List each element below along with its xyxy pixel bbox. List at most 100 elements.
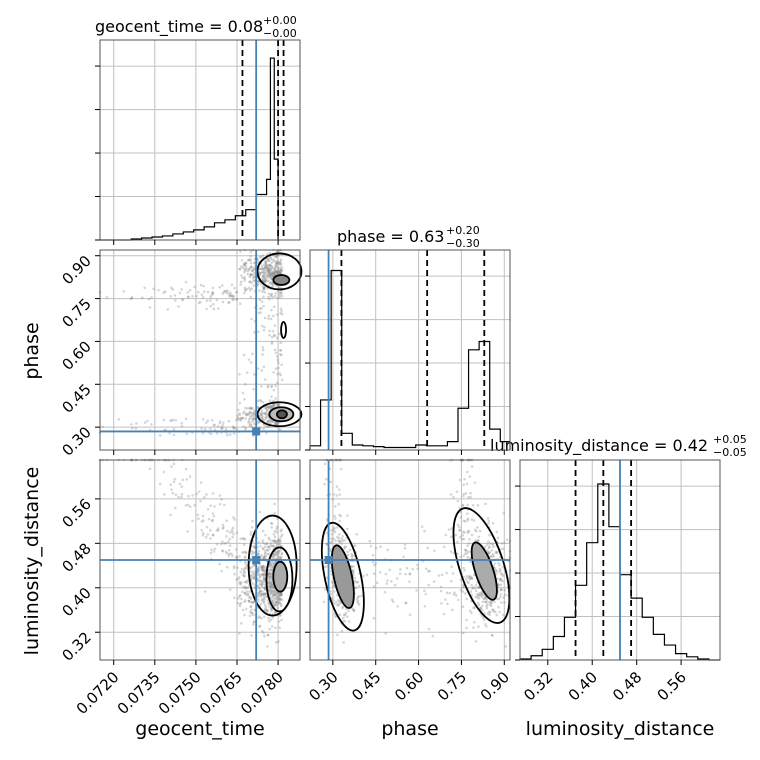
scatter-geocent-time-vs-luminosity-distance-point-489 xyxy=(243,580,247,584)
scatter-geocent-time-vs-phase-point-368 xyxy=(171,288,175,291)
scatter-phase-vs-luminosity-distance-point-481 xyxy=(473,481,477,484)
scatter-phase-vs-luminosity-distance-point-715 xyxy=(330,528,333,532)
scatter-geocent-time-vs-phase-point-680 xyxy=(253,409,256,413)
scatter-geocent-time-vs-luminosity-distance-point-236 xyxy=(272,562,276,565)
scatter-geocent-time-vs-phase-point-339 xyxy=(248,258,252,262)
scatter-phase-vs-luminosity-distance-point-514 xyxy=(378,570,382,574)
scatter-phase-vs-luminosity-distance-point-340 xyxy=(338,493,342,496)
scatter-geocent-time-vs-luminosity-distance-point-873 xyxy=(258,582,261,586)
scatter-geocent-time-vs-phase-point-233 xyxy=(252,411,255,415)
scatter-phase-vs-luminosity-distance-point-396 xyxy=(462,483,465,487)
scatter-geocent-time-vs-phase-point-779 xyxy=(251,420,254,424)
scatter-geocent-time-vs-phase-point-496 xyxy=(267,267,271,271)
scatter-geocent-time-vs-luminosity-distance-point-742 xyxy=(272,552,276,556)
scatter-geocent-time-vs-phase-point-513 xyxy=(249,361,253,364)
scatter-geocent-time-vs-luminosity-distance-point-154 xyxy=(258,586,261,589)
scatter-geocent-time-vs-phase-point-716 xyxy=(279,428,282,431)
scatter-phase-vs-luminosity-distance-point-163 xyxy=(467,550,471,553)
scatter-geocent-time-vs-luminosity-distance-point-20 xyxy=(272,593,275,597)
scatter-geocent-time-vs-luminosity-distance-point-31 xyxy=(265,548,269,552)
scatter-geocent-time-vs-phase-point-369 xyxy=(277,332,281,336)
scatter-geocent-time-vs-luminosity-distance-point-372 xyxy=(273,540,277,544)
scatter-geocent-time-vs-phase-point-616 xyxy=(241,416,244,420)
scatter-geocent-time-vs-phase-contour-outer-low xyxy=(256,401,303,428)
scatter-geocent-time-vs-phase-point-879 xyxy=(152,287,155,291)
scatter-geocent-time-vs-phase-point-596 xyxy=(268,407,271,411)
scatter-phase-vs-luminosity-distance-point-296 xyxy=(439,589,443,593)
scatter-phase-vs-luminosity-distance-point-802 xyxy=(426,546,430,550)
scatter-geocent-time-vs-luminosity-distance-point-120 xyxy=(270,585,273,589)
scatter-geocent-time-vs-phase-point-851 xyxy=(266,270,269,274)
scatter-phase-vs-luminosity-distance-point-168 xyxy=(451,608,454,612)
scatter-geocent-time-vs-phase-point-737 xyxy=(264,262,268,265)
scatter-geocent-time-vs-luminosity-distance-point-486 xyxy=(265,542,269,545)
scatter-geocent-time-vs-luminosity-distance-point-92 xyxy=(226,529,229,533)
scatter-geocent-time-vs-luminosity-distance-point-781 xyxy=(276,553,280,557)
scatter-geocent-time-vs-phase-point-865 xyxy=(260,265,264,268)
scatter-geocent-time-vs-luminosity-distance-point-508 xyxy=(199,499,202,503)
scatter-geocent-time-vs-phase-point-44 xyxy=(233,426,236,429)
scatter-geocent-time-vs-phase-point-537 xyxy=(258,298,262,301)
scatter-phase-vs-luminosity-distance-point-845 xyxy=(499,588,503,592)
scatter-geocent-time-vs-phase-point-410 xyxy=(250,407,254,410)
scatter-phase-vs-luminosity-distance-point-79 xyxy=(333,612,336,616)
xlabel-geocent-time: geocent_time xyxy=(135,718,264,740)
scatter-geocent-time-vs-luminosity-distance-point-645 xyxy=(262,600,266,604)
scatter-geocent-time-vs-phase-point-816 xyxy=(241,412,245,415)
scatter-geocent-time-vs-phase-point-529 xyxy=(232,297,235,301)
scatter-geocent-time-vs-phase-point-250 xyxy=(279,291,282,295)
scatter-geocent-time-vs-luminosity-distance-point-833 xyxy=(267,573,270,577)
scatter-phase-vs-luminosity-distance-point-618 xyxy=(437,574,441,577)
scatter-geocent-time-vs-luminosity-distance-point-477 xyxy=(261,580,265,584)
scatter-geocent-time-vs-phase-point-25 xyxy=(262,286,266,290)
scatter-phase-vs-luminosity-distance-point-402 xyxy=(372,616,376,620)
scatter-geocent-time-vs-luminosity-distance-point-351 xyxy=(220,542,223,546)
scatter-geocent-time-vs-phase-point-648 xyxy=(249,288,252,292)
scatter-geocent-time-vs-luminosity-distance-point-772 xyxy=(279,555,283,559)
scatter-phase-vs-luminosity-distance-point-405 xyxy=(462,566,466,570)
scatter-phase-vs-luminosity-distance-point-644 xyxy=(493,562,497,565)
scatter-geocent-time-vs-phase-point-263 xyxy=(272,272,276,275)
scatter-geocent-time-vs-luminosity-distance-point-425 xyxy=(239,570,243,574)
scatter-geocent-time-vs-phase-point-783 xyxy=(227,419,231,423)
scatter-geocent-time-vs-phase-point-347 xyxy=(260,416,264,420)
scatter-geocent-time-vs-luminosity-distance-point-358 xyxy=(267,581,270,585)
scatter-geocent-time-vs-luminosity-distance-point-163 xyxy=(224,550,228,553)
scatter-phase-vs-luminosity-distance-point-392 xyxy=(338,513,341,517)
scatter-phase-vs-luminosity-distance-point-20 xyxy=(503,593,507,597)
scatter-geocent-time-vs-phase-point-840 xyxy=(280,312,284,316)
scatter-phase-vs-luminosity-distance-point-62 xyxy=(483,597,486,601)
scatter-geocent-time-vs-luminosity-distance-point-657 xyxy=(272,544,275,548)
scatter-geocent-time-vs-phase-point-619 xyxy=(266,385,270,389)
scatter-geocent-time-vs-luminosity-distance-point-14 xyxy=(148,467,152,471)
scatter-phase-vs-luminosity-distance-point-418 xyxy=(449,535,453,539)
scatter-phase-vs-luminosity-distance-point-317 xyxy=(379,545,382,549)
scatter-phase-vs-luminosity-distance-point-368 xyxy=(469,491,472,495)
scatter-geocent-time-vs-luminosity-distance-point-75 xyxy=(280,604,283,608)
scatter-phase-vs-luminosity-distance-point-701 xyxy=(371,553,375,557)
scatter-geocent-time-vs-phase-point-861 xyxy=(278,261,282,264)
scatter-geocent-time-vs-phase-point-281 xyxy=(243,269,247,272)
scatter-geocent-time-vs-luminosity-distance-xtick-label-4: 0.0780 xyxy=(237,668,287,718)
scatter-geocent-time-vs-phase-point-600 xyxy=(227,301,230,304)
scatter-phase-vs-luminosity-distance-point-743 xyxy=(469,590,473,593)
scatter-geocent-time-vs-phase-point-501 xyxy=(238,302,242,306)
scatter-geocent-time-vs-phase-point-453 xyxy=(157,288,160,292)
scatter-geocent-time-vs-phase-point-481 xyxy=(199,283,203,287)
scatter-geocent-time-vs-luminosity-distance-point-418 xyxy=(279,535,283,539)
scatter-geocent-time-vs-phase-point-112 xyxy=(266,269,270,272)
scatter-phase-vs-luminosity-distance-point-619 xyxy=(371,560,375,564)
scatter-geocent-time-vs-phase-point-373 xyxy=(270,420,273,424)
scatter-geocent-time-vs-luminosity-distance-point-286 xyxy=(241,573,245,577)
scatter-geocent-time-vs-phase-point-27 xyxy=(262,268,265,272)
scatter-geocent-time-vs-luminosity-distance-point-434 xyxy=(269,582,272,586)
scatter-geocent-time-vs-phase-point-358 xyxy=(267,279,270,283)
scatter-geocent-time-vs-phase-point-379 xyxy=(263,277,266,280)
scatter-geocent-time-vs-luminosity-distance-point-844 xyxy=(260,573,263,577)
scatter-geocent-time-vs-luminosity-distance-point-305 xyxy=(225,519,228,523)
scatter-phase-vs-luminosity-distance-point-69 xyxy=(467,581,470,585)
scatter-geocent-time-vs-luminosity-distance-point-709 xyxy=(273,597,277,601)
scatter-phase-vs-luminosity-distance-point-769 xyxy=(476,538,480,542)
scatter-geocent-time-vs-phase-point-207 xyxy=(240,417,243,420)
scatter-geocent-time-vs-phase-point-329 xyxy=(243,410,246,414)
